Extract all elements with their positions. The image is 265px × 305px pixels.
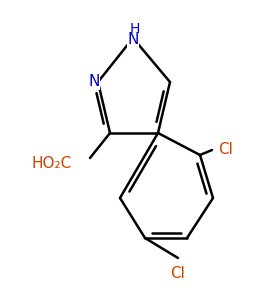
Text: H: H	[130, 22, 140, 36]
Text: HO₂C: HO₂C	[32, 156, 72, 170]
Text: Cl: Cl	[171, 267, 185, 282]
Text: Cl: Cl	[219, 142, 233, 157]
Text: N: N	[127, 33, 139, 48]
Text: N: N	[88, 74, 100, 89]
